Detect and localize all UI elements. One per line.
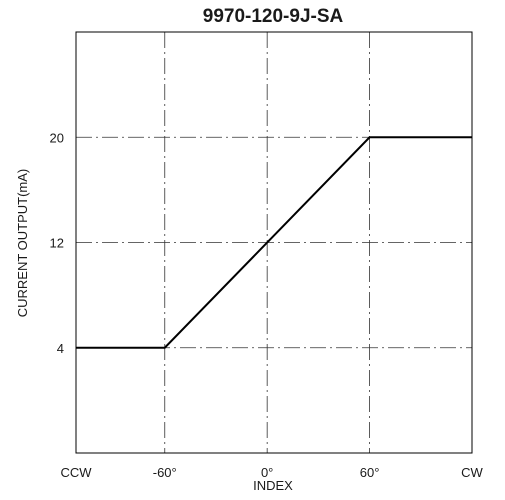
y-tick-labels: 4 12 20 — [50, 130, 64, 356]
y-axis-label: CURRENT OUTPUT(mA) — [15, 169, 30, 318]
x-axis-label: INDEX — [253, 478, 293, 493]
y-tick-label-2: 20 — [50, 130, 64, 145]
x-tick-label-3: 60° — [360, 465, 380, 480]
y-tick-label-0: 4 — [57, 341, 64, 356]
y-tick-label-1: 12 — [50, 236, 64, 251]
x-tick-label-4: CW — [461, 465, 483, 480]
grid-lines — [76, 32, 472, 453]
x-tick-label-1: -60° — [153, 465, 177, 480]
chart-title: 9970-120-9J-SA — [203, 6, 344, 27]
x-tick-label-0: CCW — [60, 465, 92, 480]
